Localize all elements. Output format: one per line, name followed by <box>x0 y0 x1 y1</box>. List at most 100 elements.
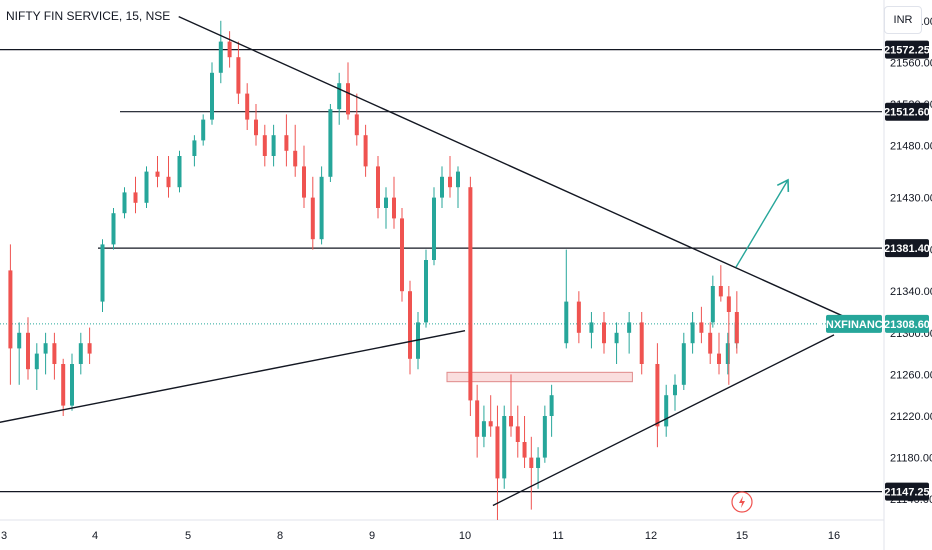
price-tick-label: 21430.00 <box>890 193 932 205</box>
candle-body <box>210 72 214 120</box>
time-tick-label: 5 <box>185 530 191 542</box>
supply-zone <box>446 371 633 383</box>
level-price-label: 21381.40 <box>884 243 930 255</box>
price-tick-label: 21260.00 <box>890 369 932 381</box>
time-tick-label: 12 <box>645 530 657 542</box>
candle-body <box>155 171 160 177</box>
candle-body <box>26 332 30 370</box>
candle-body <box>522 442 527 458</box>
price-tags: 21572.25 21512.60 21381.40 21147.25 CNXFINAN… <box>818 40 930 501</box>
price-tick-label: 21180.00 <box>890 453 932 465</box>
candle-body <box>448 176 452 188</box>
candle-body <box>408 291 412 359</box>
candle-body <box>536 457 541 468</box>
candle-body <box>52 343 57 364</box>
candle-body <box>456 171 460 188</box>
candle-body <box>100 244 105 302</box>
candle-body <box>725 343 730 364</box>
candle-body <box>227 41 232 58</box>
candle-body <box>424 260 428 323</box>
price-tick-label: 21560.00 <box>890 57 932 69</box>
level-price-tag <box>885 40 929 59</box>
candle-body <box>432 197 436 260</box>
level-price-label: 21147.25 <box>884 487 929 499</box>
lightning-icon[interactable] <box>731 491 753 513</box>
candle-body <box>502 416 507 479</box>
candle-body <box>310 197 315 240</box>
candle-body <box>61 364 66 406</box>
level-price-label: 21572.25 <box>884 45 930 57</box>
candle-body <box>122 192 127 214</box>
candles <box>8 20 739 520</box>
candle-body <box>400 218 404 292</box>
trendline <box>178 16 853 321</box>
price-tick-label: 21220.00 <box>890 411 932 423</box>
time-axis[interactable]: 3 4 5 8 9 10 11 12 15 16 <box>1 530 840 542</box>
time-tick-label: 3 <box>1 530 7 542</box>
candle-body <box>192 140 197 156</box>
candle-body <box>481 421 486 437</box>
zone-layer <box>446 371 633 383</box>
price-axis-border <box>0 0 885 550</box>
candle-body <box>319 176 324 240</box>
candle-body <box>515 426 520 442</box>
candle-body <box>681 343 686 385</box>
candle-body <box>70 364 74 406</box>
time-tick-label: 8 <box>277 530 283 542</box>
candle-body <box>262 135 267 156</box>
horizontal-levels <box>0 49 882 493</box>
candle-body <box>639 322 644 364</box>
candle-body <box>302 166 306 198</box>
candle-body <box>468 187 473 401</box>
candle-body <box>271 135 276 156</box>
candle-body <box>201 119 206 141</box>
candle-body <box>43 343 48 354</box>
candle-body <box>8 270 13 349</box>
candle-body <box>529 457 534 468</box>
level-price-tag <box>885 239 929 258</box>
candle-body <box>392 197 396 219</box>
candle-body <box>166 176 171 188</box>
lightning-icon-bolt <box>739 496 745 508</box>
candle-body <box>440 176 444 198</box>
candle-body <box>564 301 569 344</box>
candle-body <box>726 296 731 312</box>
candle-body <box>542 416 547 458</box>
candle-body <box>509 416 513 427</box>
candle-body <box>710 286 715 323</box>
trendlines <box>0 16 853 507</box>
candle-body <box>664 395 669 427</box>
candle-body <box>614 332 619 344</box>
time-tick-label: 9 <box>369 530 375 542</box>
candle-body <box>111 213 116 245</box>
currency-button[interactable]: INR <box>884 6 922 34</box>
candle-body <box>655 364 660 427</box>
price-axis[interactable]: 21600.0021560.0021520.0021480.0021430.00… <box>890 16 932 506</box>
current-price-tag <box>885 314 929 333</box>
price-tick-label: 21340.00 <box>890 286 932 298</box>
candle-body <box>718 286 723 297</box>
time-tick-label: 15 <box>736 530 748 542</box>
time-tick-label: 11 <box>552 530 563 542</box>
candle-body <box>34 353 39 370</box>
candle-body <box>254 119 258 136</box>
arrow-head <box>776 178 790 192</box>
candle-body <box>475 400 480 437</box>
current-price-label: 21308.60 <box>884 319 930 331</box>
candle-body <box>549 395 554 416</box>
candle-body <box>699 322 704 333</box>
trendline <box>0 330 466 423</box>
symbol-label: CNXFINANCE <box>818 319 890 331</box>
candle-body <box>236 57 241 94</box>
chart-title: NIFTY FIN SERVICE, 15, NSE <box>6 9 171 23</box>
candle-body <box>337 83 342 110</box>
candle-body <box>363 135 368 167</box>
level-price-tag <box>885 102 929 121</box>
candle-body <box>717 353 721 364</box>
level-price-tag <box>885 482 929 501</box>
candle-body <box>384 197 388 208</box>
symbol-tag <box>826 314 882 333</box>
candle-body <box>245 93 250 120</box>
candle-body <box>78 343 83 364</box>
